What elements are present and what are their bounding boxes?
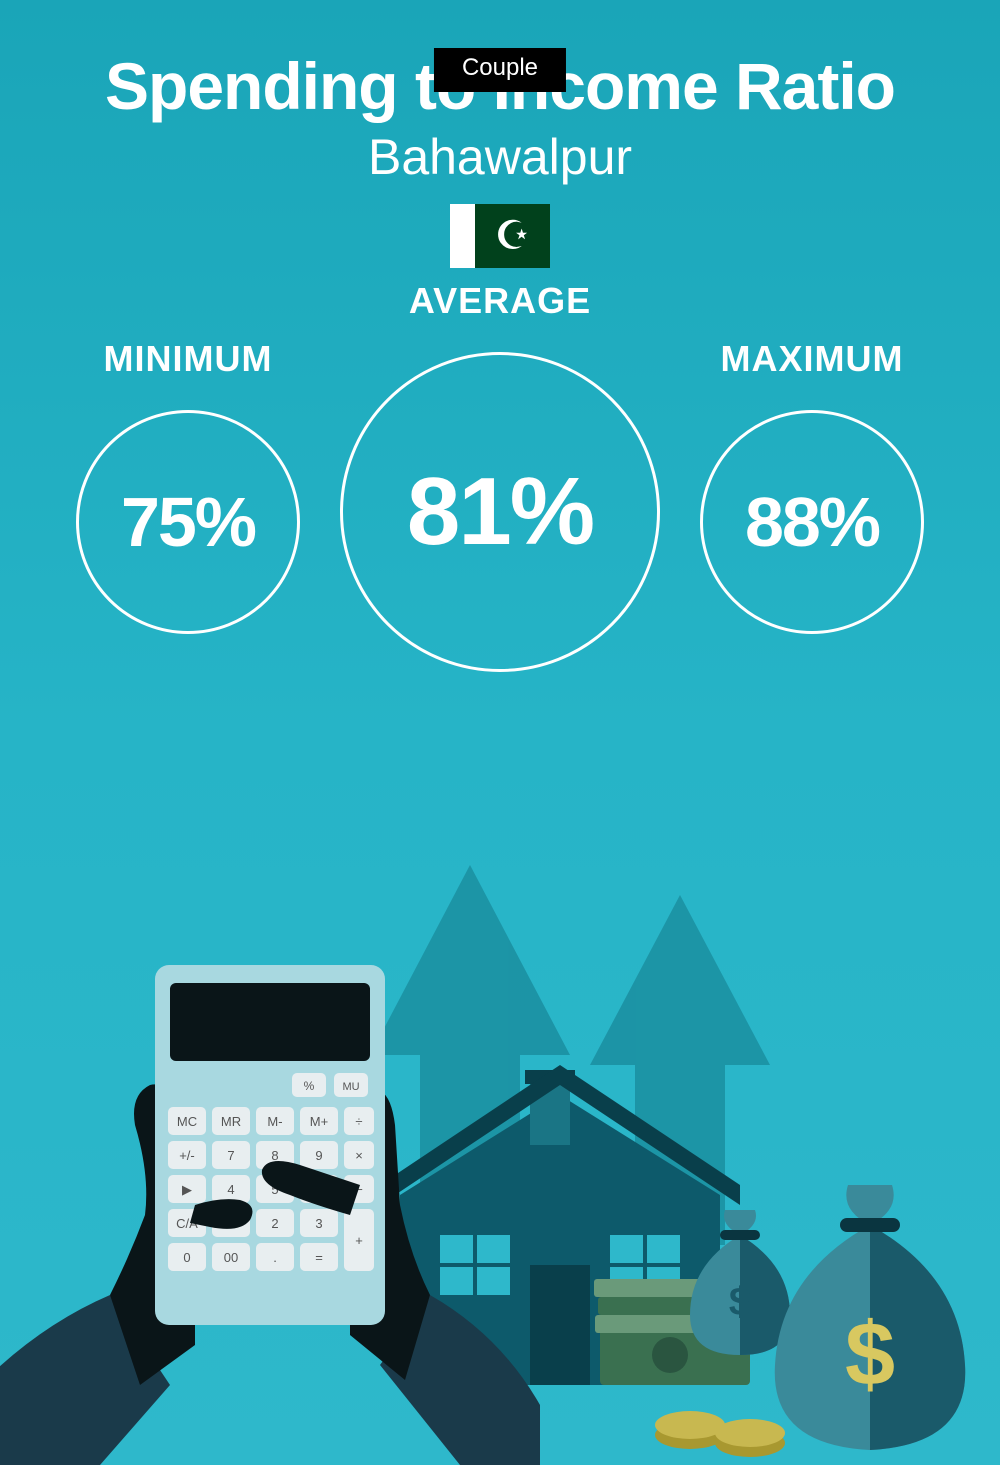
svg-text:M+: M+ bbox=[310, 1114, 328, 1129]
svg-text:−: − bbox=[355, 1182, 363, 1197]
svg-text:2: 2 bbox=[271, 1216, 278, 1231]
svg-text:M-: M- bbox=[267, 1114, 282, 1129]
stat-maximum-circle: 88% bbox=[700, 410, 924, 634]
flag-white-strip bbox=[450, 204, 475, 268]
stat-minimum-value: 75% bbox=[121, 482, 255, 562]
crescent-star-icon: ☪ bbox=[495, 216, 531, 256]
svg-text:9: 9 bbox=[315, 1148, 322, 1163]
stat-maximum: MAXIMUM 88% bbox=[700, 338, 924, 634]
svg-text:3: 3 bbox=[315, 1216, 322, 1231]
finance-illustration: $ $ % MU MC MR M- M+ bbox=[0, 825, 1000, 1465]
stat-average-circle: 81% bbox=[340, 352, 660, 672]
location-subtitle: Bahawalpur bbox=[0, 128, 1000, 186]
svg-text:1: 1 bbox=[227, 1216, 234, 1231]
svg-text:MU: MU bbox=[342, 1081, 359, 1093]
svg-text:=: = bbox=[315, 1250, 323, 1265]
category-badge: Couple bbox=[434, 48, 566, 92]
hands-calculator-icon: % MU MC MR M- M+ ÷ +/- 7 8 9 × ▶ 4 5 6 −… bbox=[0, 965, 540, 1465]
svg-text:▶: ▶ bbox=[182, 1182, 192, 1197]
svg-text:+/-: +/- bbox=[179, 1148, 195, 1163]
svg-text:8: 8 bbox=[271, 1148, 278, 1163]
svg-text:×: × bbox=[355, 1148, 363, 1163]
svg-text:+: + bbox=[355, 1233, 363, 1248]
stat-maximum-value: 88% bbox=[745, 482, 879, 562]
stat-maximum-label: MAXIMUM bbox=[721, 338, 904, 380]
house-icon bbox=[380, 1065, 740, 1385]
money-bag-large-icon: $ bbox=[775, 1185, 965, 1450]
cash-icon bbox=[594, 1279, 750, 1385]
svg-text:$: $ bbox=[845, 1305, 895, 1405]
svg-text:6: 6 bbox=[315, 1182, 322, 1197]
svg-text:00: 00 bbox=[224, 1250, 238, 1265]
svg-text:C/A: C/A bbox=[176, 1216, 198, 1231]
svg-text:MC: MC bbox=[177, 1114, 197, 1129]
svg-text:5: 5 bbox=[271, 1182, 278, 1197]
money-bag-small-icon: $ bbox=[690, 1210, 790, 1355]
stat-average-label: AVERAGE bbox=[409, 280, 591, 322]
stat-average-value: 81% bbox=[407, 457, 593, 567]
svg-text:$: $ bbox=[729, 1280, 751, 1324]
stat-minimum-label: MINIMUM bbox=[104, 338, 273, 380]
svg-text:0: 0 bbox=[183, 1250, 190, 1265]
svg-text:.: . bbox=[273, 1250, 277, 1265]
stat-minimum-circle: 75% bbox=[76, 410, 300, 634]
arrows-icon bbox=[370, 865, 770, 1245]
svg-text:MR: MR bbox=[221, 1114, 241, 1129]
svg-text:%: % bbox=[304, 1079, 315, 1093]
stat-minimum: MINIMUM 75% bbox=[76, 338, 300, 634]
coins-icon bbox=[655, 1411, 785, 1457]
pakistan-flag-icon: ☪ bbox=[450, 204, 550, 268]
svg-text:÷: ÷ bbox=[355, 1114, 362, 1129]
svg-text:4: 4 bbox=[227, 1182, 234, 1197]
flag-green-field: ☪ bbox=[475, 204, 550, 268]
svg-text:7: 7 bbox=[227, 1148, 234, 1163]
stat-average: AVERAGE 81% bbox=[340, 280, 660, 672]
stats-row: MINIMUM 75% AVERAGE 81% MAXIMUM 88% bbox=[0, 338, 1000, 672]
